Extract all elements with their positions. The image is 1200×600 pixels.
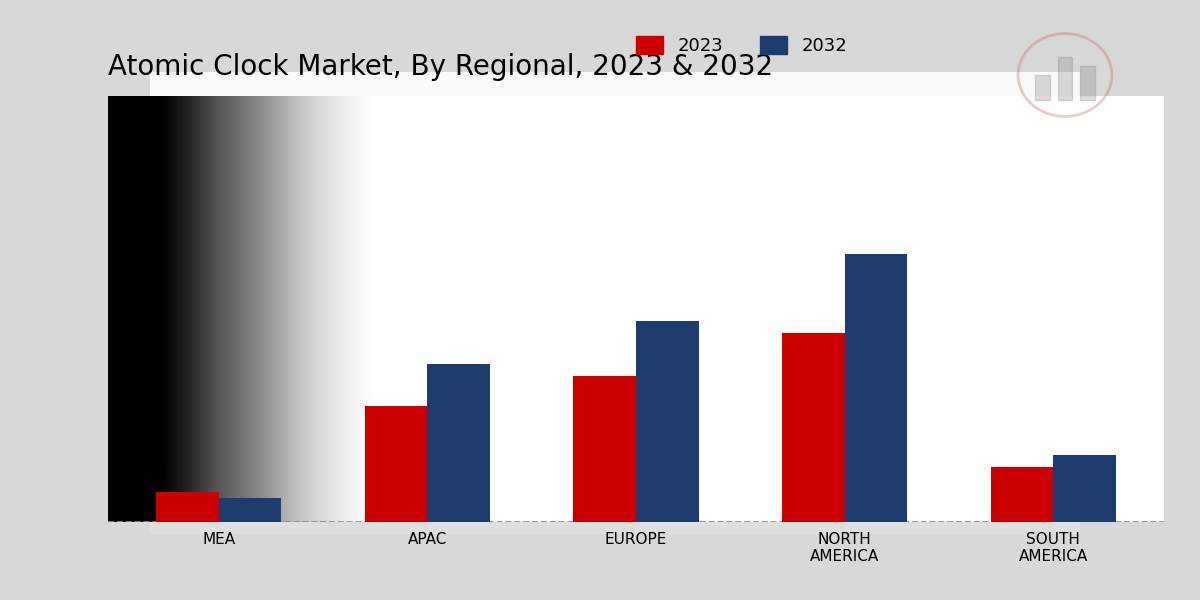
- Text: Atomic Clock Market, By Regional, 2023 & 2032: Atomic Clock Market, By Regional, 2023 &…: [108, 53, 773, 81]
- Bar: [782, 334, 845, 522]
- Bar: [574, 376, 636, 522]
- Bar: [1058, 57, 1072, 100]
- Bar: [636, 321, 698, 522]
- Bar: [365, 406, 427, 522]
- Bar: [156, 491, 218, 522]
- Bar: [1054, 455, 1116, 522]
- Bar: [1080, 66, 1094, 100]
- Bar: [427, 364, 490, 522]
- Legend: 2023, 2032: 2023, 2032: [629, 28, 854, 62]
- Bar: [218, 497, 281, 522]
- Text: 0.1: 0.1: [137, 467, 169, 485]
- Bar: [991, 467, 1054, 522]
- Bar: [845, 254, 907, 522]
- Bar: [1036, 75, 1050, 100]
